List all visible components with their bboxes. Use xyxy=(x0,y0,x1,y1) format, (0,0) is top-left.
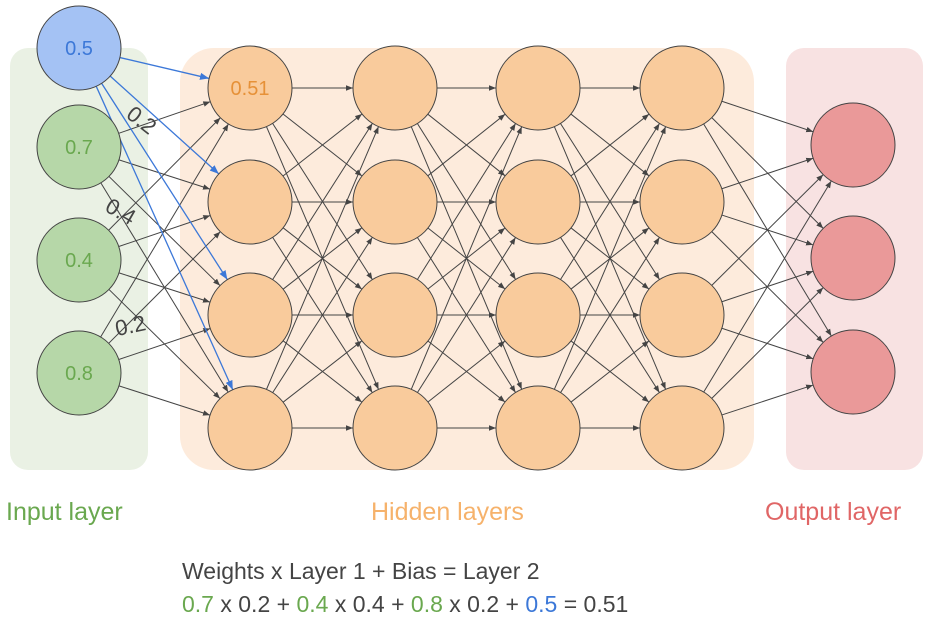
formula-term-a: 0.7 xyxy=(182,591,214,617)
weight-label-3: 0.2 xyxy=(113,310,148,341)
edge-l3-n1-to-n0 xyxy=(570,113,650,177)
input-node-1-value: 0.5 xyxy=(65,38,93,60)
nodes: 0.5 0.7 0.4 0.8 0.51 xyxy=(36,5,896,471)
hidden-node-l1-4 xyxy=(207,385,293,471)
hidden-node-l1-1-value: 0.51 xyxy=(231,78,270,100)
input-node-1 xyxy=(36,5,122,91)
highlight-edge-to-n1 xyxy=(109,75,220,175)
hidden-node-l3-1 xyxy=(495,45,581,131)
edge-l1-n2-to-n0 xyxy=(272,123,373,280)
formula-term-b: 0.4 xyxy=(296,591,329,617)
output-node-2 xyxy=(810,215,896,301)
hidden-node-l3-3 xyxy=(495,272,581,358)
edge-l3-n3-to-n2 xyxy=(570,340,650,403)
edge-l0-n3-to-n3 xyxy=(118,385,211,416)
hidden-node-l4-2 xyxy=(639,159,725,245)
hidden-node-l4-1 xyxy=(639,45,725,131)
input-node-3-value: 0.4 xyxy=(65,250,93,272)
edges xyxy=(95,56,832,431)
formula-term-d: 0.5 xyxy=(525,591,558,617)
formula-op-4: = 0.51 xyxy=(557,591,629,617)
edge-l4-n3-to-n1 xyxy=(711,287,824,399)
input-node-4 xyxy=(36,330,122,416)
output-node-3 xyxy=(810,329,896,415)
edge-l4-n3-to-n0 xyxy=(703,180,832,393)
formula-op-2: x 0.4 + xyxy=(328,591,411,617)
hidden-layers-caption: Hidden layers xyxy=(371,498,524,526)
edge-l0-n1-to-n0 xyxy=(118,101,211,134)
hidden-node-l3-2 xyxy=(495,159,581,245)
edge-l3-n3-to-n0 xyxy=(553,126,667,390)
hidden-node-l1-3 xyxy=(207,272,293,358)
edge-l3-n2-to-n0 xyxy=(560,123,660,280)
input-node-2 xyxy=(36,104,122,190)
edge-l1-n1-to-n0 xyxy=(282,113,363,177)
input-layer-caption: Input layer xyxy=(6,498,123,526)
edge-l3-n3-to-n1 xyxy=(560,237,660,393)
edge-l2-n1-to-n0 xyxy=(427,113,506,177)
edge-l1-n3-to-n2 xyxy=(282,340,363,403)
edge-l0-n3-to-n2 xyxy=(118,328,211,360)
highlight-edge-to-n2 xyxy=(101,83,228,280)
output-node-1 xyxy=(810,102,896,188)
hidden-node-l2-4 xyxy=(352,385,438,471)
highlight-edge-to-n0 xyxy=(119,56,210,80)
edge-l2-n2-to-n0 xyxy=(416,123,517,280)
input-node-4-value: 0.8 xyxy=(65,363,93,385)
input-node-2-value: 0.7 xyxy=(65,137,93,159)
hidden-node-l3-4 xyxy=(495,385,581,471)
hidden-node-l4-4 xyxy=(639,385,725,471)
edge-l4-n1-to-n0 xyxy=(721,157,814,190)
edge-l0-n3-to-n0 xyxy=(100,123,229,338)
output-layer-caption: Output layer xyxy=(765,498,902,526)
formula-op-1: x 0.2 + xyxy=(213,591,297,617)
edge-l4-n3-to-n2 xyxy=(721,384,814,416)
edge-l2-n3-to-n1 xyxy=(417,237,516,393)
input-node-3 xyxy=(36,217,122,303)
formula-equation: Weights x Layer 1 + Bias = Layer 2 xyxy=(182,558,540,584)
hidden-node-l2-3 xyxy=(352,272,438,358)
edge-l0-n3-to-n1 xyxy=(108,231,221,344)
edge-l0-n2-to-n0 xyxy=(108,117,221,231)
edge-l4-n2-to-n0 xyxy=(711,174,824,286)
hidden-node-l1-2 xyxy=(207,159,293,245)
edge-l1-n3-to-n0 xyxy=(266,126,379,390)
formula-term-c: 0.8 xyxy=(410,591,443,617)
hidden-node-l4-3 xyxy=(639,272,725,358)
hidden-node-l1-1 xyxy=(207,45,293,131)
formula-calculation: 0.7 x 0.2 + 0.4 x 0.4 + 0.8 x 0.2 + 0.5 … xyxy=(182,591,628,618)
hidden-node-l2-1 xyxy=(352,45,438,131)
edge-l4-n0-to-n0 xyxy=(721,100,814,133)
formula-op-3: x 0.2 + xyxy=(442,591,526,617)
edge-l1-n3-to-n1 xyxy=(272,237,373,393)
hidden-node-l2-2 xyxy=(352,159,438,245)
edge-l2-n3-to-n0 xyxy=(410,126,523,390)
edge-l2-n3-to-n2 xyxy=(427,340,506,403)
